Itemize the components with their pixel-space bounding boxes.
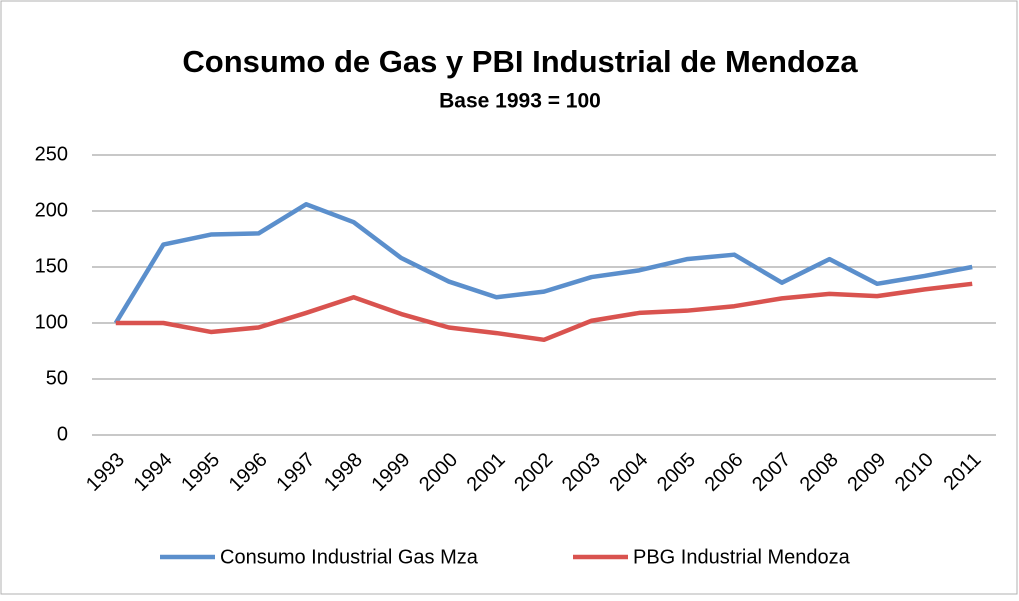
y-tick-label: 50	[46, 367, 68, 389]
y-tick-label: 0	[57, 423, 68, 445]
legend-label: Consumo Industrial Gas Mza	[220, 546, 479, 568]
legend-label: PBG Industrial Mendoza	[633, 546, 851, 568]
y-tick-label: 200	[35, 199, 68, 221]
y-tick-label: 100	[35, 311, 68, 333]
y-tick-label: 150	[35, 255, 68, 277]
chart-title: Consumo de Gas y PBI Industrial de Mendo…	[182, 44, 858, 79]
line-series	[115, 281, 973, 343]
chart-subtitle: Base 1993 = 100	[439, 90, 601, 113]
y-tick-label: 250	[35, 143, 68, 165]
line-series	[113, 202, 973, 325]
